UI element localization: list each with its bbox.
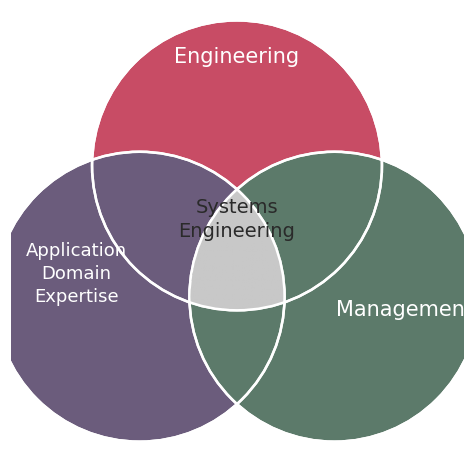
Text: Management: Management xyxy=(336,300,473,320)
Text: Systems
Engineering: Systems Engineering xyxy=(179,198,295,241)
Circle shape xyxy=(0,152,284,442)
Text: Engineering: Engineering xyxy=(174,47,300,67)
Circle shape xyxy=(190,152,474,442)
Text: Application
Domain
Expertise: Application Domain Expertise xyxy=(26,242,127,306)
Circle shape xyxy=(92,20,382,310)
